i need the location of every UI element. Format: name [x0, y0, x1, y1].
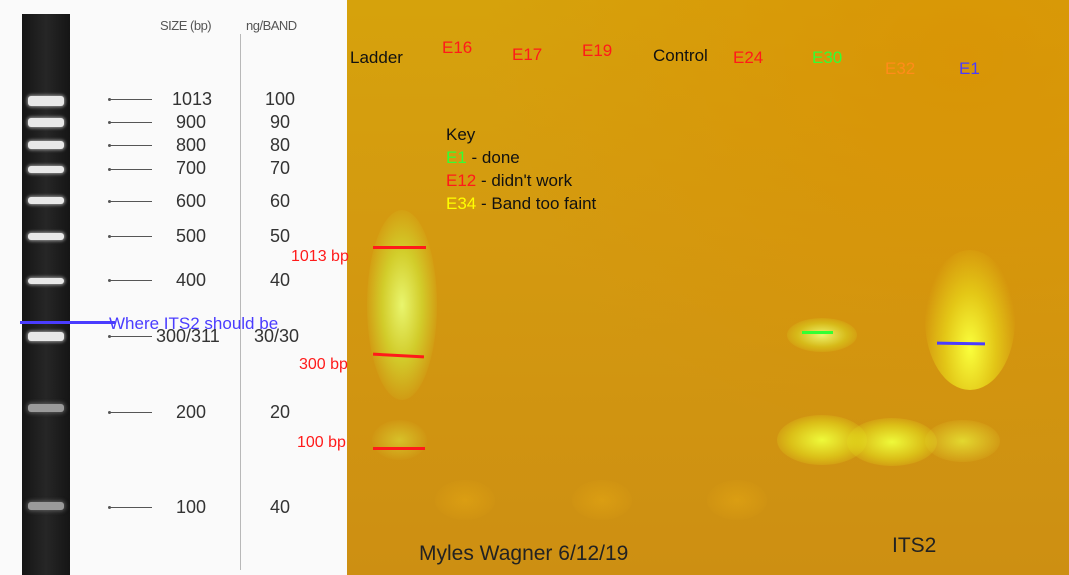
ng-label: 40 — [270, 270, 290, 291]
ng-label: 50 — [270, 226, 290, 247]
key-fail-row: E12 - didn't work — [446, 171, 572, 191]
faint-well — [435, 480, 495, 520]
marker-100-line — [373, 447, 425, 450]
ladder-reference-image: SIZE (bp) ng/BAND 1013 900 800 700 600 5… — [0, 0, 347, 575]
e32-band — [847, 418, 937, 466]
key-faint-row: E34 - Band too faint — [446, 194, 596, 214]
size-label: 200 — [176, 402, 206, 423]
ladder-tick — [110, 507, 152, 508]
ladder-band-300 — [28, 332, 64, 341]
ladder-band-100 — [28, 502, 64, 510]
lane-label-e16: E16 — [442, 38, 472, 58]
author-caption: Myles Wagner 6/12/19 — [419, 542, 628, 566]
size-label: 900 — [176, 112, 206, 133]
ladder-band-200 — [28, 404, 64, 412]
size-label: 600 — [176, 191, 206, 212]
ladder-band-900 — [28, 118, 64, 127]
size-label: 700 — [176, 158, 206, 179]
ladder-band-400 — [28, 278, 64, 284]
gel-image: Ladder E16 E17 E19 Control E24 E30 E32 E… — [347, 0, 1069, 575]
e30-indicator-line — [802, 331, 833, 334]
ladder-tick — [110, 336, 152, 337]
ladder-band-800 — [28, 141, 64, 149]
key-done-code: E1 — [446, 148, 467, 167]
ladder-band-600 — [28, 197, 64, 204]
size-label: 1013 — [172, 89, 212, 110]
ng-label: 60 — [270, 191, 290, 212]
lane-label-e32: E32 — [885, 59, 915, 79]
faint-well — [707, 480, 767, 520]
lane-label-e24: E24 — [733, 48, 763, 68]
marker-1013-line — [373, 246, 426, 249]
ladder-lane-lower-glow — [372, 420, 427, 460]
size-label: 500 — [176, 226, 206, 247]
key-done-text: - done — [467, 148, 520, 167]
target-caption: ITS2 — [892, 534, 936, 558]
ng-label: 40 — [270, 497, 290, 518]
key-done-row: E1 - done — [446, 148, 520, 168]
ladder-tick — [110, 145, 152, 146]
lane-label-e19: E19 — [582, 41, 612, 61]
ladder-tick — [110, 236, 152, 237]
ladder-band-1013 — [28, 96, 64, 106]
key-faint-code: E34 — [446, 194, 476, 213]
ladder-tick — [110, 122, 152, 123]
key-title: Key — [446, 125, 475, 145]
faint-well — [572, 480, 632, 520]
size-label: 100 — [176, 497, 206, 518]
column-divider — [240, 34, 241, 570]
ladder-lane-glow — [367, 210, 437, 400]
its2-position-label: Where ITS2 should be — [109, 314, 278, 334]
ng-header: ng/BAND — [246, 18, 297, 33]
marker-300-label: 300 bp — [299, 356, 348, 374]
size-label: 400 — [176, 270, 206, 291]
ng-label: 100 — [265, 89, 295, 110]
lane-label-e30: E30 — [812, 48, 842, 68]
key-fail-code: E12 — [446, 171, 476, 190]
key-faint-text: - Band too faint — [476, 194, 596, 213]
its2-position-line — [20, 321, 115, 324]
marker-100-label: 100 bp — [297, 434, 346, 452]
lane-label-e1: E1 — [959, 59, 980, 79]
lane-label-ladder: Ladder — [350, 48, 403, 68]
ladder-band-500 — [28, 233, 64, 240]
ladder-tick — [110, 412, 152, 413]
ng-label: 20 — [270, 402, 290, 423]
ng-label: 70 — [270, 158, 290, 179]
e30-band — [787, 318, 857, 352]
e1-band — [925, 250, 1015, 390]
ng-label: 80 — [270, 135, 290, 156]
e1-low-band — [925, 420, 1000, 462]
ladder-gel-strip — [22, 14, 70, 575]
ladder-tick — [110, 169, 152, 170]
lane-label-control: Control — [653, 46, 708, 66]
ladder-band-700 — [28, 166, 64, 173]
size-header: SIZE (bp) — [160, 18, 211, 33]
marker-1013-label: 1013 bp — [291, 248, 349, 266]
ladder-tick — [110, 99, 152, 100]
ng-label: 90 — [270, 112, 290, 133]
key-fail-text: - didn't work — [476, 171, 572, 190]
lane-label-e17: E17 — [512, 45, 542, 65]
ladder-tick — [110, 280, 152, 281]
ladder-tick — [110, 201, 152, 202]
size-label: 800 — [176, 135, 206, 156]
